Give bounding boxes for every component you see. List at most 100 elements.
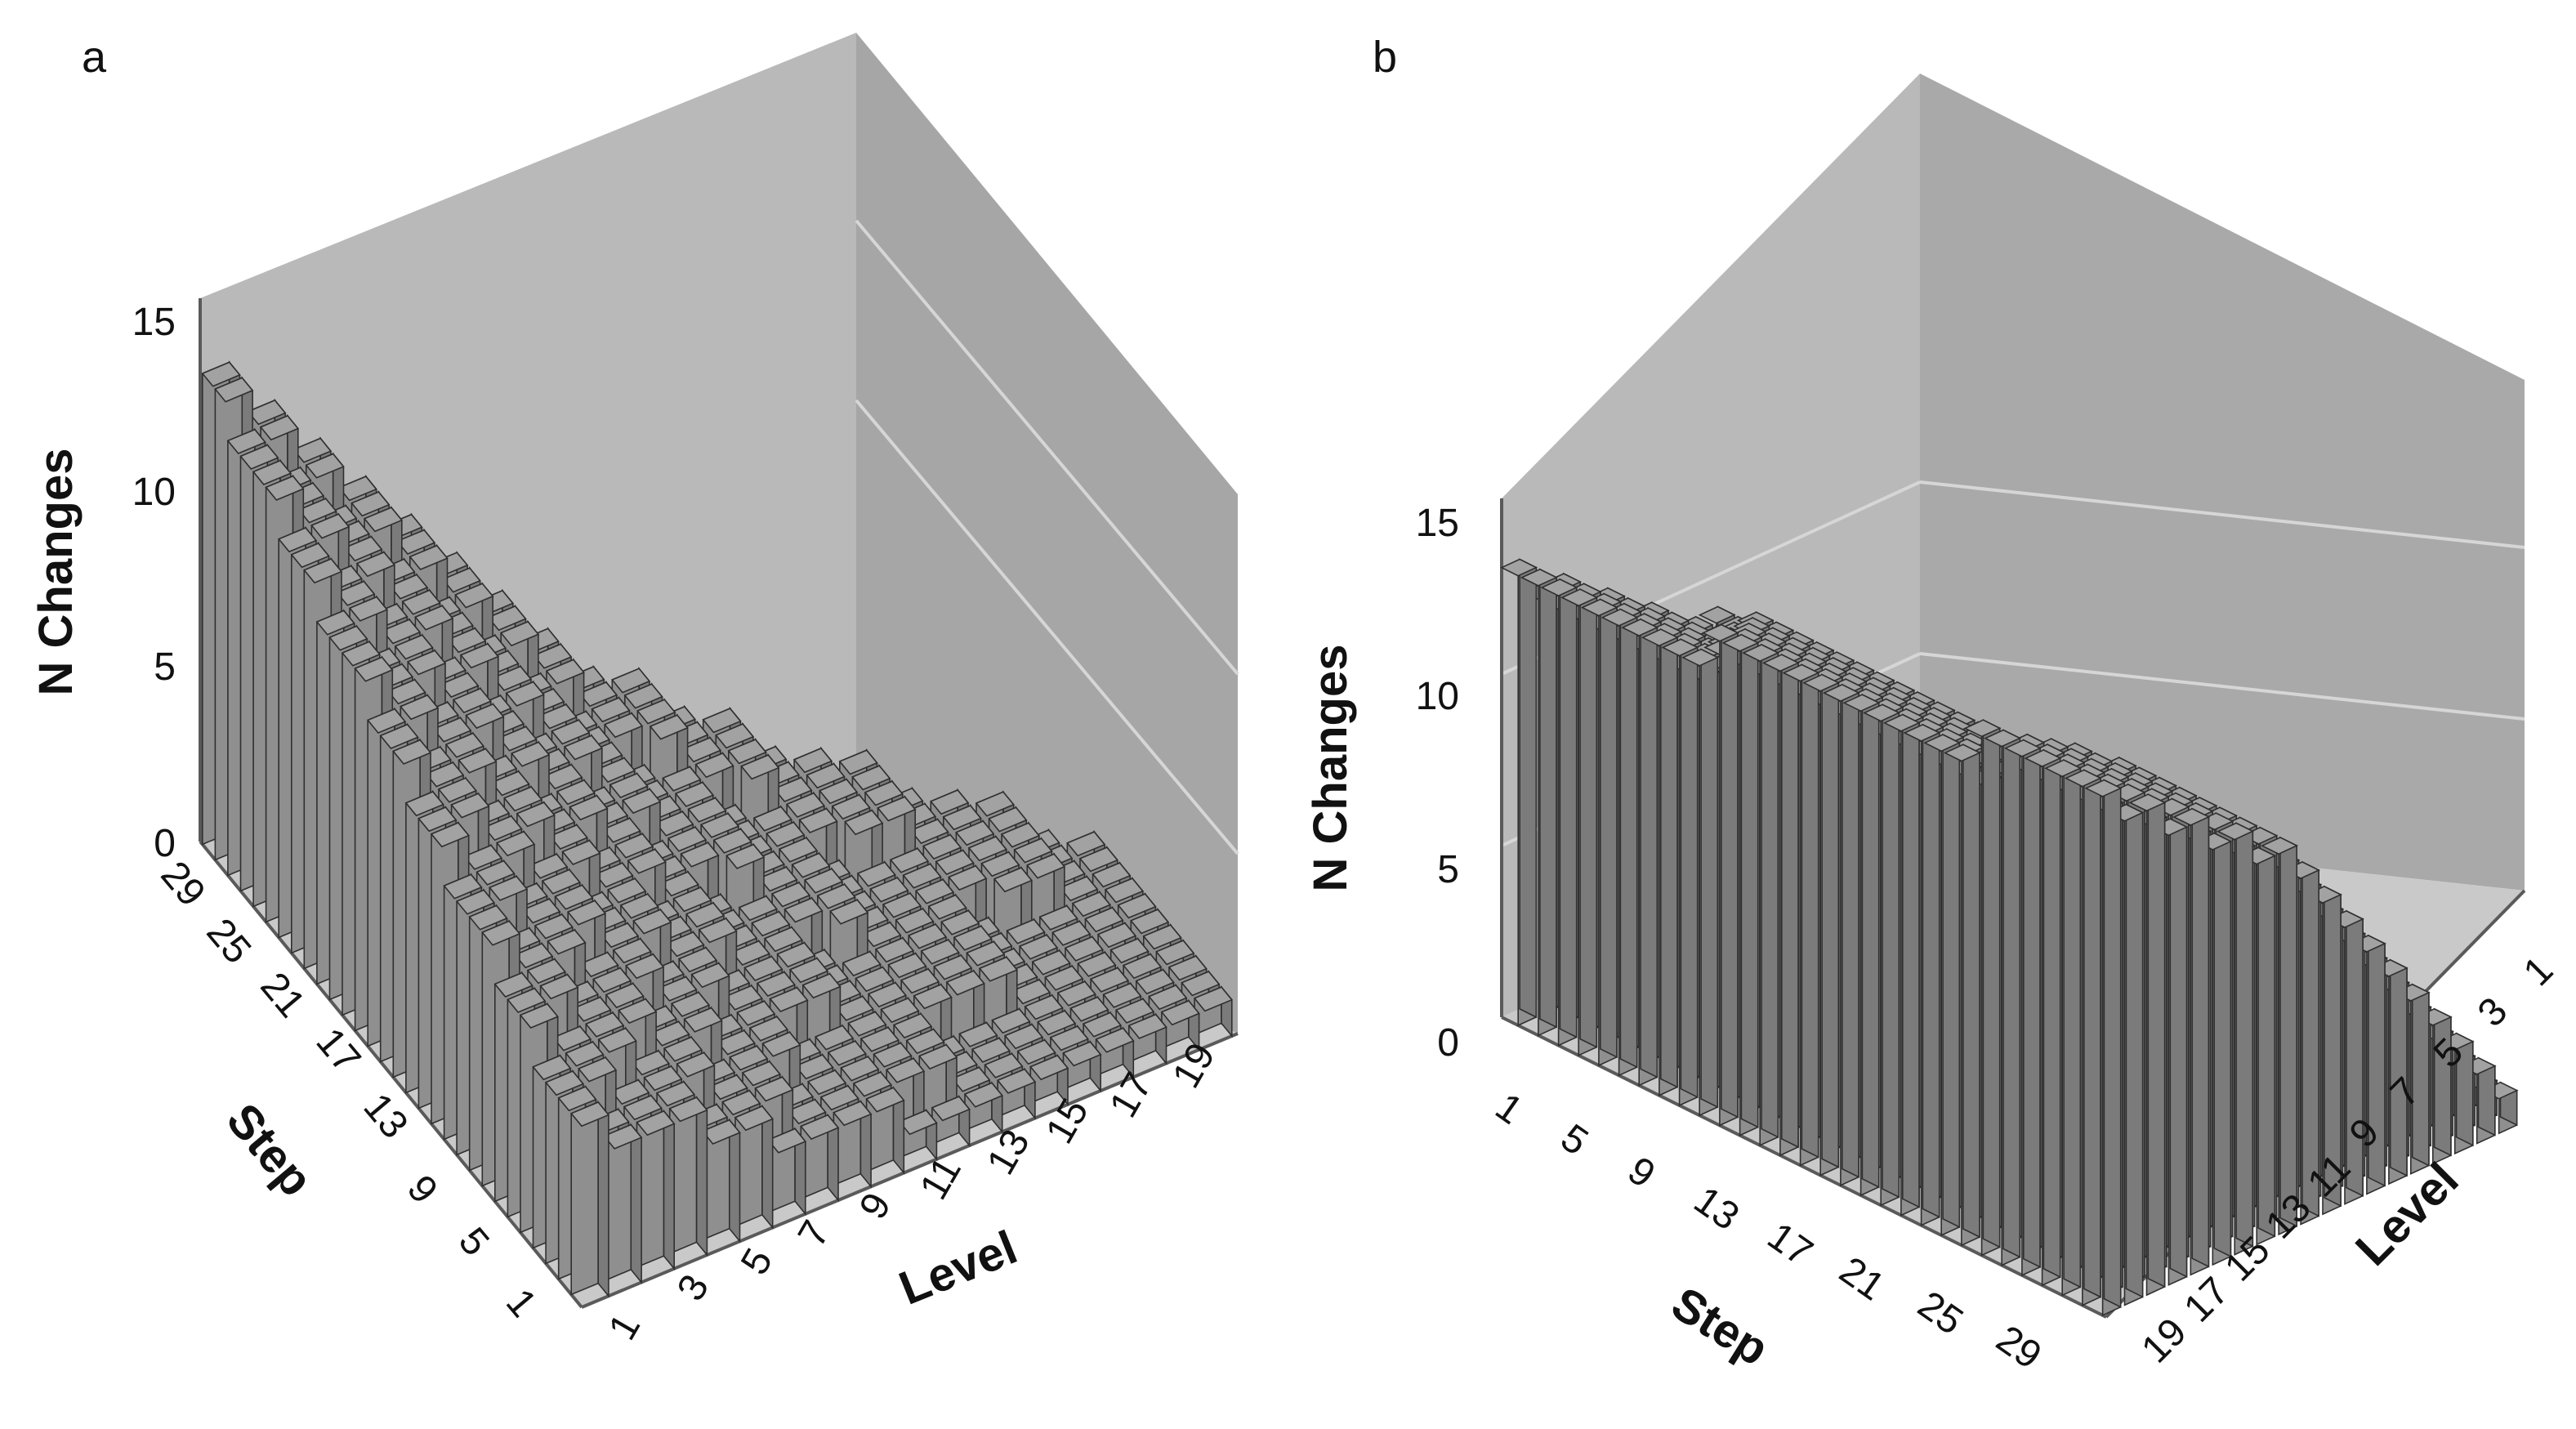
panel-a-bar-top-face (623, 1094, 663, 1121)
panel-a-bar-top-face (980, 851, 1020, 877)
panel-a-step-title: Step (217, 1093, 324, 1206)
panel-a-bar-top-face (1095, 1027, 1135, 1053)
panel-a-bar-top-face (847, 1011, 887, 1037)
panel-a-bar-top-face (752, 806, 792, 832)
panel-a-bar-top-face (966, 940, 1006, 967)
panel-b-bar (2326, 909, 2364, 1205)
panel-a-z-title: N Changes (29, 449, 83, 696)
panel-b-step-tick: 21 (1832, 1248, 1892, 1309)
panel-b-bar-top-face (1742, 644, 1780, 663)
panel-a-level-tick: 3 (669, 1267, 717, 1308)
panel-a-bar-top-face (379, 723, 419, 749)
panel-a-bar-top-face (1082, 1011, 1123, 1038)
panel-b-bar (1701, 623, 1739, 1127)
panel-b-bar-side-face (1962, 744, 1980, 1239)
panel-b-bar (1601, 608, 1639, 1077)
panel-a-bar-top-face (551, 719, 591, 745)
panel-a-bar-side-face (663, 1109, 676, 1271)
panel-a-bar-top-face (754, 1076, 794, 1102)
panel-b-bar-top-face (2003, 739, 2042, 757)
panel-a-bar (636, 1109, 676, 1271)
panel-b-bar-side-face (2433, 1007, 2452, 1157)
panel-b-bar-top-face (1802, 673, 1841, 692)
panel-a-bar-top-face (1031, 949, 1071, 976)
panel-b-bar (1782, 663, 1820, 1167)
panel-b-bar (1641, 627, 1679, 1096)
panel-a-bar-top-face (505, 681, 545, 707)
panel-a-bar-top-face (578, 1056, 618, 1083)
panel-a-bar-top-face (702, 708, 742, 734)
panel-a-bar-top-face (1024, 994, 1064, 1020)
panel-b-bar-side-face (1680, 638, 1699, 1099)
panel-a-step-tick: 9 (399, 1168, 446, 1212)
panel-a-bar-top-face (1102, 982, 1142, 1008)
panel-a-bar-top-face (404, 791, 444, 817)
panel-a-bar-top-face (1181, 971, 1221, 997)
panel-a-bar-top-face (694, 752, 734, 779)
panel-a-bar-top-face (734, 1105, 774, 1132)
panel-a-bar-top-face (510, 741, 551, 767)
panel-a-floor-edge (199, 840, 583, 1309)
panel-a-bar-top-face (819, 1085, 859, 1111)
panel-b-bar (2414, 1007, 2453, 1165)
panel-a-bar-top-face (1064, 936, 1104, 962)
panel-a-bar-top-face (554, 884, 594, 910)
panel-a-bar-top-face (544, 1070, 585, 1096)
panel-b-bar (1863, 703, 1901, 1207)
panel-a-bar (1062, 1039, 1102, 1093)
panel-b-bar (1802, 673, 1841, 1177)
panel-a-bar-side-face (761, 1104, 774, 1230)
panel-b-step-tick: 17 (1760, 1214, 1820, 1275)
panel-a-bar-top-face (1160, 999, 1200, 1026)
panel-a-bar-top-face (341, 641, 381, 667)
panel-a-bar-top-face (516, 802, 556, 828)
panel-a-bar-top-face (1148, 984, 1188, 1011)
panel-a-bar-top-face (931, 1096, 971, 1122)
panel-b-bars (1500, 558, 2519, 1317)
panel-b-bar (1842, 693, 1881, 1197)
panel-a-bar-top-face (1051, 920, 1092, 946)
panel-a-bar-top-face (1013, 837, 1053, 864)
panel-b-bar-top-face (2128, 793, 2167, 812)
panel-a-bar-top-face (1069, 996, 1109, 1022)
panel-a-bar-top-face (605, 982, 645, 1009)
panel-b-bar (1882, 713, 1921, 1217)
panel-a-bar-top-face (914, 878, 955, 904)
panel-a-bar-top-face (984, 1052, 1024, 1078)
panel-a-bar-top-face (844, 809, 884, 836)
panel-a-bar-top-face (827, 1040, 867, 1066)
panel-a-bar (1127, 1012, 1167, 1065)
panel-a-bar-side-face (630, 1123, 642, 1284)
panel-b-grid-line (1919, 480, 2525, 549)
panel-a-bar-top-face (838, 749, 878, 775)
panel-b-bar-side-face (2257, 846, 2276, 1238)
panel-a-bar-top-face (668, 1096, 708, 1123)
panel-a-bar-top-face (1078, 846, 1119, 873)
panel-a-bar-top-face (869, 877, 909, 903)
panel-b-bar-top-face (1540, 578, 1578, 597)
panel-a-bar-top-face (519, 1003, 560, 1029)
panel-b-bar (2392, 983, 2431, 1175)
panel-a-bar-top-face (852, 1071, 893, 1097)
panel-a-bar-top-face (766, 821, 806, 847)
panel-a-bar-top-face (561, 839, 601, 865)
panel-a-bar-top-face (612, 938, 652, 964)
panel-a-bar (800, 1113, 840, 1203)
panel-b-bar-top-face (1698, 605, 1736, 624)
panel-a-bar (1095, 1026, 1135, 1079)
panel-b-bar (2064, 769, 2102, 1306)
panel-a-bar-top-face (437, 777, 478, 803)
panel-b-bar-top-face (1963, 719, 2002, 738)
panel-a-bar-top-face (1130, 909, 1170, 935)
panel-a-bar-top-face (614, 833, 654, 859)
panel-a-bar-top-face (394, 634, 434, 660)
panel-a-bar-top-face (877, 796, 917, 822)
panel-a-z-tick: 10 (132, 471, 176, 514)
panel-b-step-tick: 5 (1553, 1116, 1596, 1164)
panel-a-bar-top-face (226, 428, 266, 454)
panel-a-bar-top-face (873, 1042, 913, 1068)
panel-a-bar-top-face (840, 1056, 880, 1082)
panel-b-bar-side-face (1579, 587, 1598, 1048)
panel-a-bar-top-face (784, 897, 824, 923)
panel-a-bar-top-face (935, 849, 975, 876)
